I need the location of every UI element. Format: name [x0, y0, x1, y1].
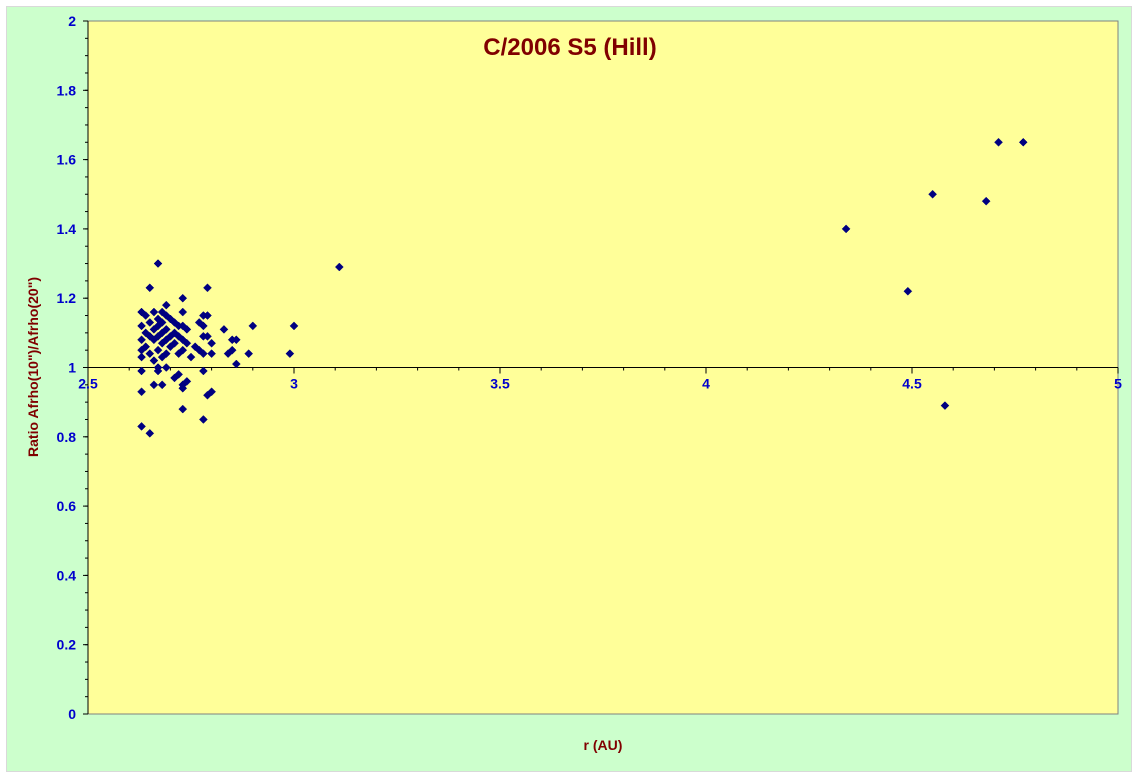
- data-point: [227, 345, 237, 355]
- y-tick-label: 1.2: [57, 290, 77, 306]
- data-point: [199, 366, 208, 376]
- chart-title: C/2006 S5 (Hill): [483, 34, 656, 61]
- data-point: [145, 428, 155, 438]
- data-point: [186, 352, 196, 362]
- data-point: [219, 325, 229, 334]
- data-point: [178, 293, 188, 303]
- data-point: [157, 380, 167, 390]
- x-tick-label: 3.5: [490, 376, 510, 392]
- data-point: [199, 415, 208, 424]
- data-point: [161, 325, 171, 334]
- data-point: [145, 349, 155, 358]
- x-tick-label: 2.5: [78, 376, 98, 392]
- x-axis: 2.5 3 3.5 4 4.5 5: [78, 367, 1122, 392]
- x-tick-label: 4: [702, 376, 710, 392]
- data-point: [199, 321, 208, 331]
- data-point: [161, 363, 171, 372]
- data-point: [149, 307, 159, 317]
- y-axis-label: Ratio Afrho(10")/Afrho(20"): [25, 277, 41, 457]
- data-point: [137, 387, 146, 397]
- data-point: [178, 307, 188, 317]
- data-point: [207, 338, 216, 348]
- data-point: [903, 286, 913, 296]
- data-point: [289, 321, 299, 331]
- data-point: [248, 321, 258, 331]
- data-point: [285, 349, 295, 358]
- data-point: [182, 377, 192, 386]
- data-point: [149, 356, 159, 365]
- data-point: [153, 259, 163, 268]
- data-point: [203, 331, 212, 341]
- data-point: [994, 137, 1003, 147]
- data-point: [940, 401, 950, 410]
- y-tick-label: 0.8: [57, 429, 77, 445]
- data-point: [145, 283, 155, 293]
- data-point: [137, 335, 146, 345]
- data-point: [203, 311, 212, 320]
- x-tick-label: 3: [290, 376, 298, 392]
- data-point: [199, 349, 208, 358]
- data-point: [203, 283, 212, 293]
- data-point: [182, 338, 192, 348]
- data-point: [161, 349, 171, 358]
- data-point: [182, 325, 192, 334]
- data-point: [178, 383, 188, 393]
- data-point: [153, 345, 163, 355]
- data-point: [207, 349, 216, 358]
- data-point: [157, 318, 167, 327]
- y-tick-label: 0.4: [57, 567, 77, 583]
- data-point: [137, 366, 146, 376]
- data-point: [137, 422, 146, 431]
- y-tick-label: 1.8: [57, 82, 77, 98]
- data-point: [137, 321, 146, 331]
- y-tick-label: 0.2: [57, 637, 77, 653]
- y-tick-label: 0.6: [57, 498, 77, 514]
- x-tick-label: 4.5: [902, 376, 922, 392]
- data-point: [178, 404, 188, 414]
- data-point: [981, 196, 991, 206]
- data-points: [137, 137, 1028, 438]
- data-point: [178, 345, 188, 355]
- data-point: [149, 380, 159, 390]
- data-point: [141, 342, 151, 352]
- data-point: [141, 311, 151, 320]
- data-point: [928, 189, 937, 199]
- data-point: [137, 352, 146, 362]
- data-point: [841, 224, 851, 234]
- data-point: [231, 335, 241, 345]
- data-point: [334, 262, 344, 272]
- y-tick-label: 0: [68, 706, 76, 722]
- y-tick-label: 2: [68, 13, 76, 29]
- x-tick-label: 5: [1114, 376, 1122, 392]
- data-point: [161, 300, 171, 310]
- data-point: [207, 387, 216, 397]
- data-point: [145, 318, 155, 327]
- data-point: [174, 370, 183, 379]
- data-point: [231, 359, 241, 369]
- data-point: [1018, 137, 1028, 147]
- data-point: [153, 366, 163, 376]
- y-tick-label: 1.4: [57, 221, 77, 237]
- data-point: [244, 349, 254, 358]
- y-tick-label: 1.6: [57, 152, 77, 168]
- data-point: [170, 338, 179, 348]
- y-tick-label: 1: [68, 360, 76, 376]
- x-axis-label: r (AU): [584, 737, 623, 753]
- y-axis: 0 0.2 0.4 0.6 0.8 1 1.2 1.4 1.6 1.8 2: [57, 13, 89, 722]
